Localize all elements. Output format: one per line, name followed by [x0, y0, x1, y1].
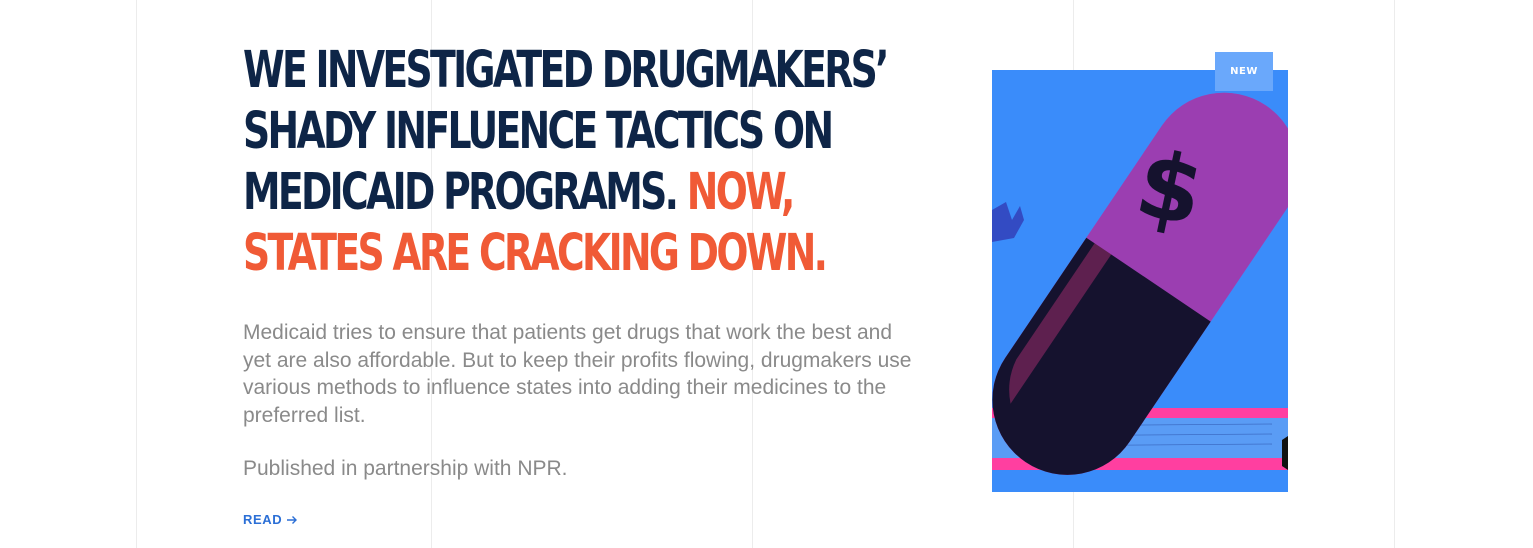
read-link[interactable]: READ	[243, 512, 298, 527]
headline-main[interactable]: We investigated drugmakers’ shady influe…	[243, 41, 889, 222]
story-credit: Published in partnership with NPR.	[243, 457, 568, 480]
story-headline[interactable]: We investigated drugmakers’ shady influe…	[243, 40, 894, 284]
grid-line	[752, 0, 753, 548]
grid-line	[431, 0, 432, 548]
read-link-label: READ	[243, 512, 283, 527]
new-badge: NEW	[1215, 52, 1273, 91]
story-illustration[interactable]: $	[992, 70, 1288, 492]
pill-illustration: $	[992, 70, 1288, 492]
grid-line	[136, 0, 137, 548]
story-headline-block: We investigated drugmakers’ shady influe…	[243, 40, 903, 284]
grid-line	[1394, 0, 1395, 548]
arrow-right-icon	[287, 515, 298, 525]
headline-accent[interactable]: Now, states are cracking down.	[243, 163, 828, 283]
story-summary: Medicaid tries to ensure that patients g…	[243, 321, 912, 427]
